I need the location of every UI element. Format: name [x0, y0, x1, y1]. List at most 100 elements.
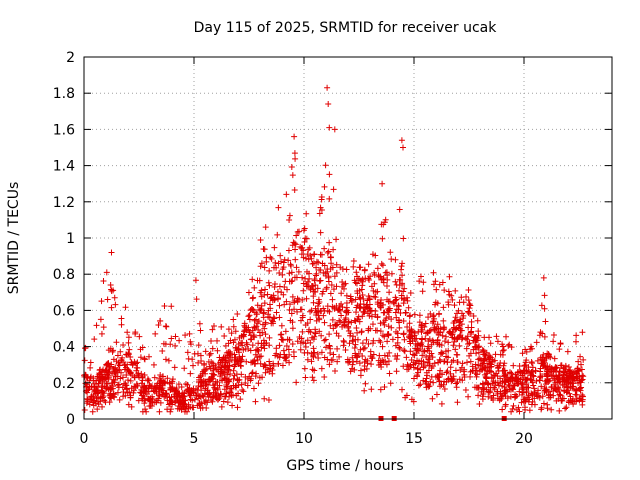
data-point — [525, 392, 532, 399]
data-point — [436, 310, 443, 317]
data-point — [227, 337, 234, 344]
data-point — [328, 357, 335, 364]
data-point — [124, 329, 131, 336]
data-point — [105, 368, 112, 375]
data-point — [162, 323, 169, 330]
data-point — [473, 373, 480, 380]
data-point — [307, 316, 314, 323]
data-point — [301, 365, 308, 372]
data-point — [244, 382, 251, 389]
data-point — [81, 407, 88, 414]
data-point — [548, 372, 555, 379]
data-point — [266, 358, 273, 365]
data-point — [282, 278, 289, 285]
data-point — [310, 377, 317, 384]
data-point — [566, 372, 573, 379]
data-point — [396, 287, 403, 294]
data-point — [134, 359, 141, 366]
data-point — [289, 172, 296, 179]
data-point — [286, 359, 293, 366]
data-point — [273, 309, 280, 316]
data-point — [483, 374, 490, 381]
data-point — [560, 371, 567, 378]
data-point — [113, 339, 120, 346]
data-point — [298, 335, 305, 342]
data-point — [314, 303, 321, 310]
data-point — [434, 336, 441, 343]
data-point — [283, 342, 290, 349]
data-point — [271, 284, 278, 291]
data-point — [230, 339, 237, 346]
data-point — [267, 295, 274, 302]
data-point — [169, 376, 176, 383]
data-point — [259, 329, 266, 336]
data-point — [485, 352, 492, 359]
data-point — [556, 391, 563, 398]
data-point — [250, 306, 257, 313]
data-point — [304, 356, 311, 363]
data-point — [326, 361, 333, 368]
data-point — [181, 365, 188, 372]
data-point — [470, 312, 477, 319]
data-point — [157, 399, 164, 406]
data-point — [384, 353, 391, 360]
data-point — [123, 382, 130, 389]
data-point — [533, 339, 540, 346]
data-point — [527, 376, 534, 383]
data-point — [201, 361, 208, 368]
data-point — [350, 263, 357, 270]
data-point — [365, 275, 372, 282]
data-point — [295, 296, 302, 303]
data-point — [167, 397, 174, 404]
data-point — [324, 356, 331, 363]
data-point — [110, 390, 117, 397]
data-point — [122, 304, 129, 311]
data-point — [321, 262, 328, 269]
data-point — [385, 323, 392, 330]
data-point — [542, 318, 549, 325]
data-point — [207, 350, 214, 357]
data-point — [384, 338, 391, 345]
data-point — [164, 375, 171, 382]
data-point — [559, 378, 566, 385]
data-point — [384, 276, 391, 283]
data-point — [347, 330, 354, 337]
data-point — [214, 347, 221, 354]
data-point — [214, 386, 221, 393]
data-point — [192, 277, 199, 284]
data-point — [400, 330, 407, 337]
data-point — [303, 210, 310, 217]
data-point — [181, 401, 188, 408]
data-point — [116, 366, 123, 373]
data-point — [97, 316, 104, 323]
data-point — [321, 183, 328, 190]
data-point — [327, 253, 334, 260]
data-point — [98, 371, 105, 378]
data-point — [541, 387, 548, 394]
data-point — [284, 336, 291, 343]
data-point — [226, 348, 233, 355]
data-point — [236, 376, 243, 383]
data-point — [205, 381, 212, 388]
data-point — [393, 296, 400, 303]
data-point — [127, 354, 134, 361]
data-point — [555, 395, 562, 402]
data-point — [277, 331, 284, 338]
data-point — [245, 289, 252, 296]
data-point — [202, 397, 209, 404]
data-point — [542, 381, 549, 388]
data-point — [368, 386, 375, 393]
data-point — [350, 257, 357, 264]
data-point — [468, 331, 475, 338]
data-point — [354, 288, 361, 295]
data-point — [418, 339, 425, 346]
data-point — [348, 297, 355, 304]
data-point — [465, 393, 472, 400]
data-point — [152, 388, 159, 395]
data-point — [124, 377, 131, 384]
data-point — [416, 278, 423, 285]
data-point — [252, 347, 259, 354]
data-point — [577, 353, 584, 360]
data-point — [209, 370, 216, 377]
data-point — [138, 370, 145, 377]
